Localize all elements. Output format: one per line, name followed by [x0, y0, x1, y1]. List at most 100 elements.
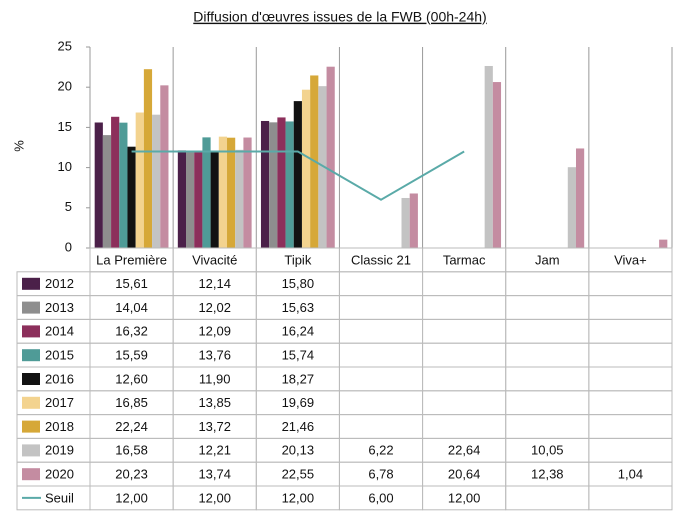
- table-value: 12,21: [198, 443, 231, 458]
- bar: [575, 148, 585, 248]
- table-value: 12,00: [198, 490, 231, 505]
- table-value: 12,60: [115, 371, 148, 386]
- legend-swatch: [22, 444, 40, 457]
- table-value: 1,04: [618, 467, 643, 482]
- table-value: 22,64: [448, 443, 481, 458]
- bar: [143, 69, 153, 248]
- table-value: 15,59: [115, 348, 148, 363]
- legend-label: 2017: [45, 395, 74, 410]
- table-cell: [422, 318, 507, 344]
- bar: [94, 122, 103, 248]
- legend-swatch: [22, 420, 40, 433]
- x-tick-label: La Première: [96, 252, 167, 267]
- legend-label: Seuil: [45, 490, 74, 505]
- table-cell: [505, 414, 590, 439]
- bar: [659, 239, 668, 248]
- bar: [401, 197, 410, 248]
- table-cell: [588, 318, 673, 344]
- table-value: 15,74: [282, 348, 315, 363]
- legend-swatch: [22, 468, 40, 481]
- table-value: 12,14: [198, 276, 231, 291]
- legend-label: 2012: [45, 276, 74, 291]
- bar: [326, 66, 335, 248]
- legend-label: 2019: [45, 443, 74, 458]
- table-value: 22,24: [115, 419, 148, 434]
- table-cell: [338, 342, 424, 368]
- table-value: 13,76: [198, 348, 231, 363]
- legend-swatch: [22, 373, 40, 385]
- legend-swatch: [22, 325, 40, 338]
- table-value: 16,58: [115, 443, 148, 458]
- table-cell: [588, 414, 673, 439]
- bar: [152, 114, 161, 248]
- table-cell: [588, 271, 673, 297]
- x-tick-label: Jam: [535, 252, 560, 267]
- table-cell: [505, 271, 590, 297]
- table-cell: [338, 318, 424, 344]
- bar: [177, 150, 187, 248]
- bar: [202, 137, 211, 248]
- table-value: 20,23: [115, 467, 148, 482]
- legend-label: 2013: [45, 300, 74, 315]
- table-cell: [338, 390, 424, 416]
- bar: [235, 149, 244, 248]
- table-value: 12,09: [198, 324, 231, 339]
- table-value: 22,55: [282, 467, 315, 482]
- bar: [318, 86, 327, 248]
- bar: [492, 82, 502, 248]
- table-value: 15,61: [115, 276, 148, 291]
- table-cell: [588, 485, 673, 511]
- line-series: [131, 150, 465, 201]
- y-tick-label: 10: [58, 159, 72, 174]
- table-cell: [505, 485, 590, 511]
- bar: [186, 151, 195, 248]
- bar: [277, 117, 286, 249]
- bar: [243, 137, 252, 248]
- table-value: 12,02: [198, 300, 231, 315]
- x-tick-label: Vivacité: [192, 252, 237, 267]
- table-value: 14,04: [115, 300, 148, 315]
- y-tick-label: 0: [65, 239, 72, 254]
- legend-label: 2014: [45, 324, 74, 339]
- bar: [260, 120, 270, 248]
- y-axis-label: %: [11, 140, 26, 152]
- table-cell: [505, 318, 590, 344]
- table-cell: [422, 366, 507, 392]
- table-cell: [338, 295, 424, 320]
- y-tick-label: 15: [58, 119, 72, 134]
- y-tick-label: 25: [58, 38, 72, 53]
- table-cell: [338, 366, 424, 392]
- x-tick-label: Classic 21: [351, 252, 411, 267]
- table-value: 6,78: [368, 467, 393, 482]
- table-value: 10,05: [531, 443, 564, 458]
- table-cell: [422, 342, 507, 368]
- bar: [127, 146, 136, 248]
- table-value: 20,64: [448, 467, 481, 482]
- table-cell: [588, 295, 673, 320]
- table-value: 20,13: [282, 443, 315, 458]
- legend-label: 2020: [45, 467, 74, 482]
- table-value: 6,00: [368, 490, 393, 505]
- table-value: 12,00: [115, 490, 148, 505]
- table-value: 15,80: [282, 276, 315, 291]
- x-tick-label: Tipik: [284, 252, 311, 267]
- legend-swatch: [22, 349, 40, 362]
- bar: [160, 85, 169, 248]
- table-cell: [422, 414, 507, 439]
- table-value: 13,85: [198, 395, 231, 410]
- bar: [285, 121, 294, 248]
- table-value: 21,46: [282, 419, 315, 434]
- bar: [227, 137, 236, 248]
- table-value: 16,85: [115, 395, 148, 410]
- table-cell: [422, 271, 507, 297]
- chart-title: Diffusion d'œuvres issues de la FWB (00h…: [193, 9, 486, 25]
- bar: [102, 135, 112, 248]
- x-tick-label: Viva+: [614, 252, 647, 267]
- table-value: 12,00: [448, 490, 481, 505]
- table-value: 15,63: [282, 300, 315, 315]
- table-cell: [505, 295, 590, 320]
- table-cell: [505, 366, 590, 392]
- bar: [567, 167, 576, 248]
- bar: [269, 122, 278, 248]
